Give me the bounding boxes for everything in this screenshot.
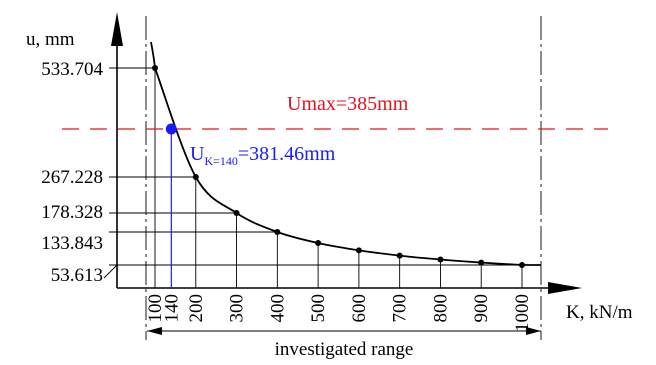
range-arrow-right [526,327,541,335]
x-tick-label: 140 [161,294,182,323]
range-label: investigated range [275,339,414,360]
data-point [233,210,240,216]
data-points [152,65,525,288]
data-point [274,229,281,235]
x-tick-label: 1000 [512,294,533,332]
range-boundary-lines [145,16,542,340]
u-k140-label-sub: K=140 [204,154,237,168]
x-tick-label: 600 [349,294,370,323]
x-axis-label: K, kN/m [566,302,633,323]
data-point [478,259,485,266]
x-tick-label: 700 [390,294,411,323]
x-tick-label: 900 [471,294,492,323]
y-tick-label: 533.704 [41,59,103,80]
y-tick-leader [103,264,118,279]
highlight-point [165,123,177,135]
y-axis-arrow [111,12,123,46]
x-tick-label: 100 [145,294,166,323]
data-point [152,65,158,71]
data-point [315,240,322,247]
umax-label: Umax=385mm [287,93,409,115]
y-axis-label: u, mm [26,29,75,50]
u-k140-label: UK=140=381.46mm [190,143,336,168]
x-tick-label: 200 [186,294,207,323]
x-axis-arrow [548,282,582,294]
range-arrow-left [147,327,162,335]
data-point [355,247,362,254]
y-tick-label: 178.328 [41,202,103,223]
x-tick-label: 400 [267,294,288,323]
y-tick-label: 267.228 [41,167,103,188]
data-point [519,262,525,268]
data-point [396,252,403,259]
y-tick-label: 53.613 [51,265,103,286]
u-k140-label-rest: =381.46mm [238,143,336,165]
y-tick-labels: 533.704 267.228 178.328 133.843 53.613 [41,59,118,286]
x-tick-label: 800 [430,294,451,323]
data-point [192,174,199,180]
helper-lines [109,67,523,288]
x-tick-label: 300 [227,294,248,323]
u-k140-label-main: U [190,143,205,165]
x-tick-label: 500 [308,294,329,323]
y-tick-label: 133.843 [41,233,103,254]
data-point [437,256,444,263]
